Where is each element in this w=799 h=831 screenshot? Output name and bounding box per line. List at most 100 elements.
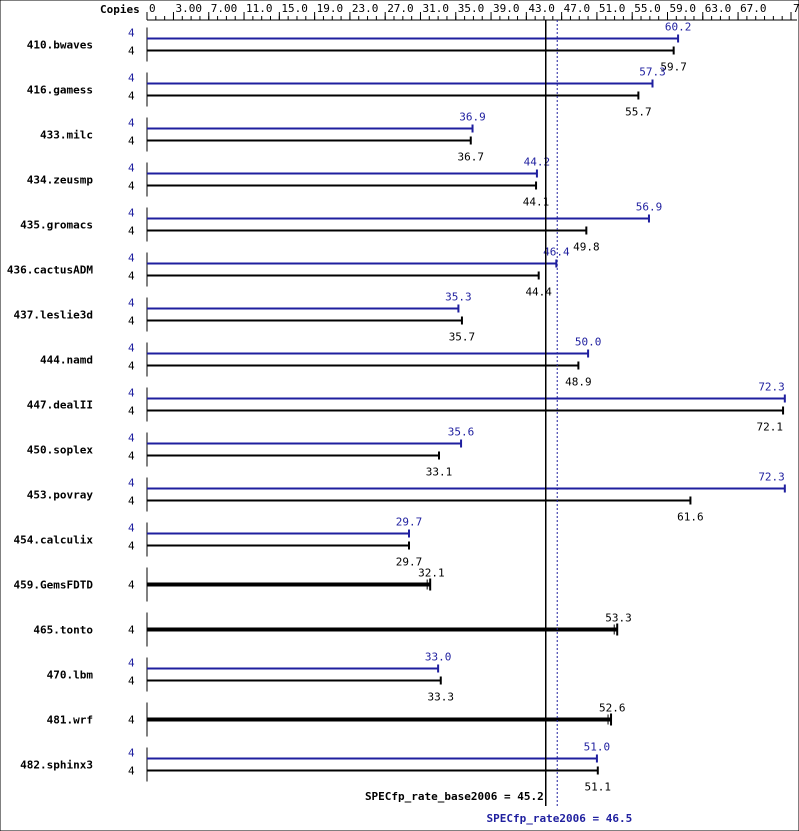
- x-tick-label: 39.0: [493, 2, 520, 15]
- benchmark-name: 450.soplex: [27, 444, 94, 457]
- data-label: 52.6: [599, 702, 626, 715]
- data-label-base: 33.3: [428, 691, 455, 704]
- x-tick-label: 59.0: [669, 2, 696, 15]
- copies-label: 4: [128, 27, 135, 40]
- data-label-peak: 36.9: [459, 111, 486, 124]
- benchmark-name: 454.calculix: [14, 534, 94, 547]
- data-label-peak: 56.9: [636, 201, 663, 214]
- copies-label: 4: [128, 477, 135, 490]
- data-label-base: 44.4: [525, 286, 552, 299]
- data-label-base: 44.1: [523, 196, 550, 209]
- x-tick-label: 7.00: [211, 2, 238, 15]
- data-label: 32.1: [418, 567, 445, 580]
- data-label-peak: 72.3: [758, 381, 785, 394]
- data-label-base: 35.7: [449, 331, 476, 344]
- copies-label: 4: [128, 180, 135, 193]
- data-label-base: 33.1: [426, 466, 453, 479]
- x-tick-label: 3.00: [175, 2, 202, 15]
- x-tick-label: 55.0: [634, 2, 661, 15]
- x-tick-label: 73.0: [793, 2, 799, 15]
- copies-label: 4: [128, 90, 135, 103]
- peak-reference-label: SPECfp_rate2006 = 46.5: [487, 812, 633, 825]
- copies-label: 4: [128, 45, 135, 58]
- copies-label: 4: [128, 387, 135, 400]
- benchmark-name: 444.namd: [40, 354, 93, 367]
- benchmark-name: 435.gromacs: [20, 219, 93, 232]
- data-label-base: 72.1: [757, 421, 784, 434]
- data-label-base: 61.6: [677, 511, 704, 524]
- copies-label: 4: [128, 405, 135, 418]
- x-tick-label: 31.0: [422, 2, 449, 15]
- data-label-peak: 46.4: [543, 246, 570, 259]
- benchmark-name: 436.cactusADM: [7, 264, 93, 277]
- data-label-peak: 33.0: [425, 651, 452, 664]
- x-tick-label: 35.0: [458, 2, 485, 15]
- x-tick-label: 19.0: [317, 2, 344, 15]
- data-label-peak: 29.7: [396, 516, 423, 529]
- copies-label: 4: [128, 765, 135, 778]
- copies-label: 4: [128, 747, 135, 760]
- benchmark-name: 459.GemsFDTD: [14, 579, 94, 592]
- x-tick-label: 15.0: [281, 2, 308, 15]
- copies-label: 4: [128, 360, 135, 373]
- data-label-base: 48.9: [565, 376, 592, 389]
- x-tick-label: 0: [149, 2, 156, 15]
- data-label-base: 51.1: [585, 781, 612, 794]
- data-label-base: 55.7: [625, 106, 652, 119]
- copies-label: 4: [128, 252, 135, 265]
- data-label-peak: 72.3: [758, 471, 785, 484]
- benchmark-name: 470.lbm: [47, 669, 94, 682]
- copies-label: 4: [128, 540, 135, 553]
- x-tick-label: 51.0: [599, 2, 626, 15]
- copies-label: 4: [128, 117, 135, 130]
- copies-label: 4: [128, 624, 135, 637]
- x-tick-label: 23.0: [352, 2, 379, 15]
- benchmark-name: 481.wrf: [47, 714, 93, 727]
- copies-label: 4: [128, 432, 135, 445]
- benchmark-name: 482.sphinx3: [20, 759, 93, 772]
- data-label-peak: 57.3: [639, 66, 666, 79]
- data-label-peak: 50.0: [575, 336, 602, 349]
- copies-label: 4: [128, 162, 135, 175]
- copies-header: Copies: [100, 3, 140, 16]
- benchmark-name: 453.povray: [27, 489, 94, 502]
- data-label-base: 29.7: [396, 556, 423, 569]
- benchmark-name: 416.gamess: [27, 84, 93, 97]
- copies-label: 4: [128, 579, 135, 592]
- copies-label: 4: [128, 495, 135, 508]
- x-tick-label: 27.0: [387, 2, 414, 15]
- data-label-peak: 35.6: [448, 426, 475, 439]
- base-reference-label: SPECfp_rate_base2006 = 45.2: [365, 790, 544, 803]
- data-label-base: 49.8: [573, 241, 600, 254]
- copies-label: 4: [128, 225, 135, 238]
- copies-label: 4: [128, 657, 135, 670]
- copies-label: 4: [128, 315, 135, 328]
- benchmark-name: 433.milc: [40, 129, 93, 142]
- copies-label: 4: [128, 714, 135, 727]
- copies-label: 4: [128, 72, 135, 85]
- data-label: 53.3: [605, 612, 632, 625]
- x-tick-label: 11.0: [246, 2, 272, 15]
- copies-label: 4: [128, 675, 135, 688]
- copies-label: 4: [128, 207, 135, 220]
- benchmark-name: 465.tonto: [33, 624, 93, 637]
- copies-label: 4: [128, 270, 135, 283]
- copies-label: 4: [128, 342, 135, 355]
- benchmark-name: 437.leslie3d: [14, 309, 93, 322]
- data-label-peak: 44.2: [524, 156, 551, 169]
- copies-label: 4: [128, 522, 135, 535]
- x-tick-label: 63.0: [705, 2, 732, 15]
- data-label-base: 59.7: [660, 61, 687, 74]
- data-label-peak: 51.0: [584, 741, 611, 754]
- benchmark-name: 447.dealII: [27, 399, 93, 412]
- data-label-peak: 35.3: [445, 291, 472, 304]
- x-tick-label: 43.0: [528, 2, 555, 15]
- data-label-base: 36.7: [458, 151, 485, 164]
- x-tick-label: 47.0: [564, 2, 591, 15]
- benchmark-name: 434.zeusmp: [27, 174, 94, 187]
- copies-label: 4: [128, 135, 135, 148]
- copies-label: 4: [128, 450, 135, 463]
- benchmark-name: 410.bwaves: [27, 39, 93, 52]
